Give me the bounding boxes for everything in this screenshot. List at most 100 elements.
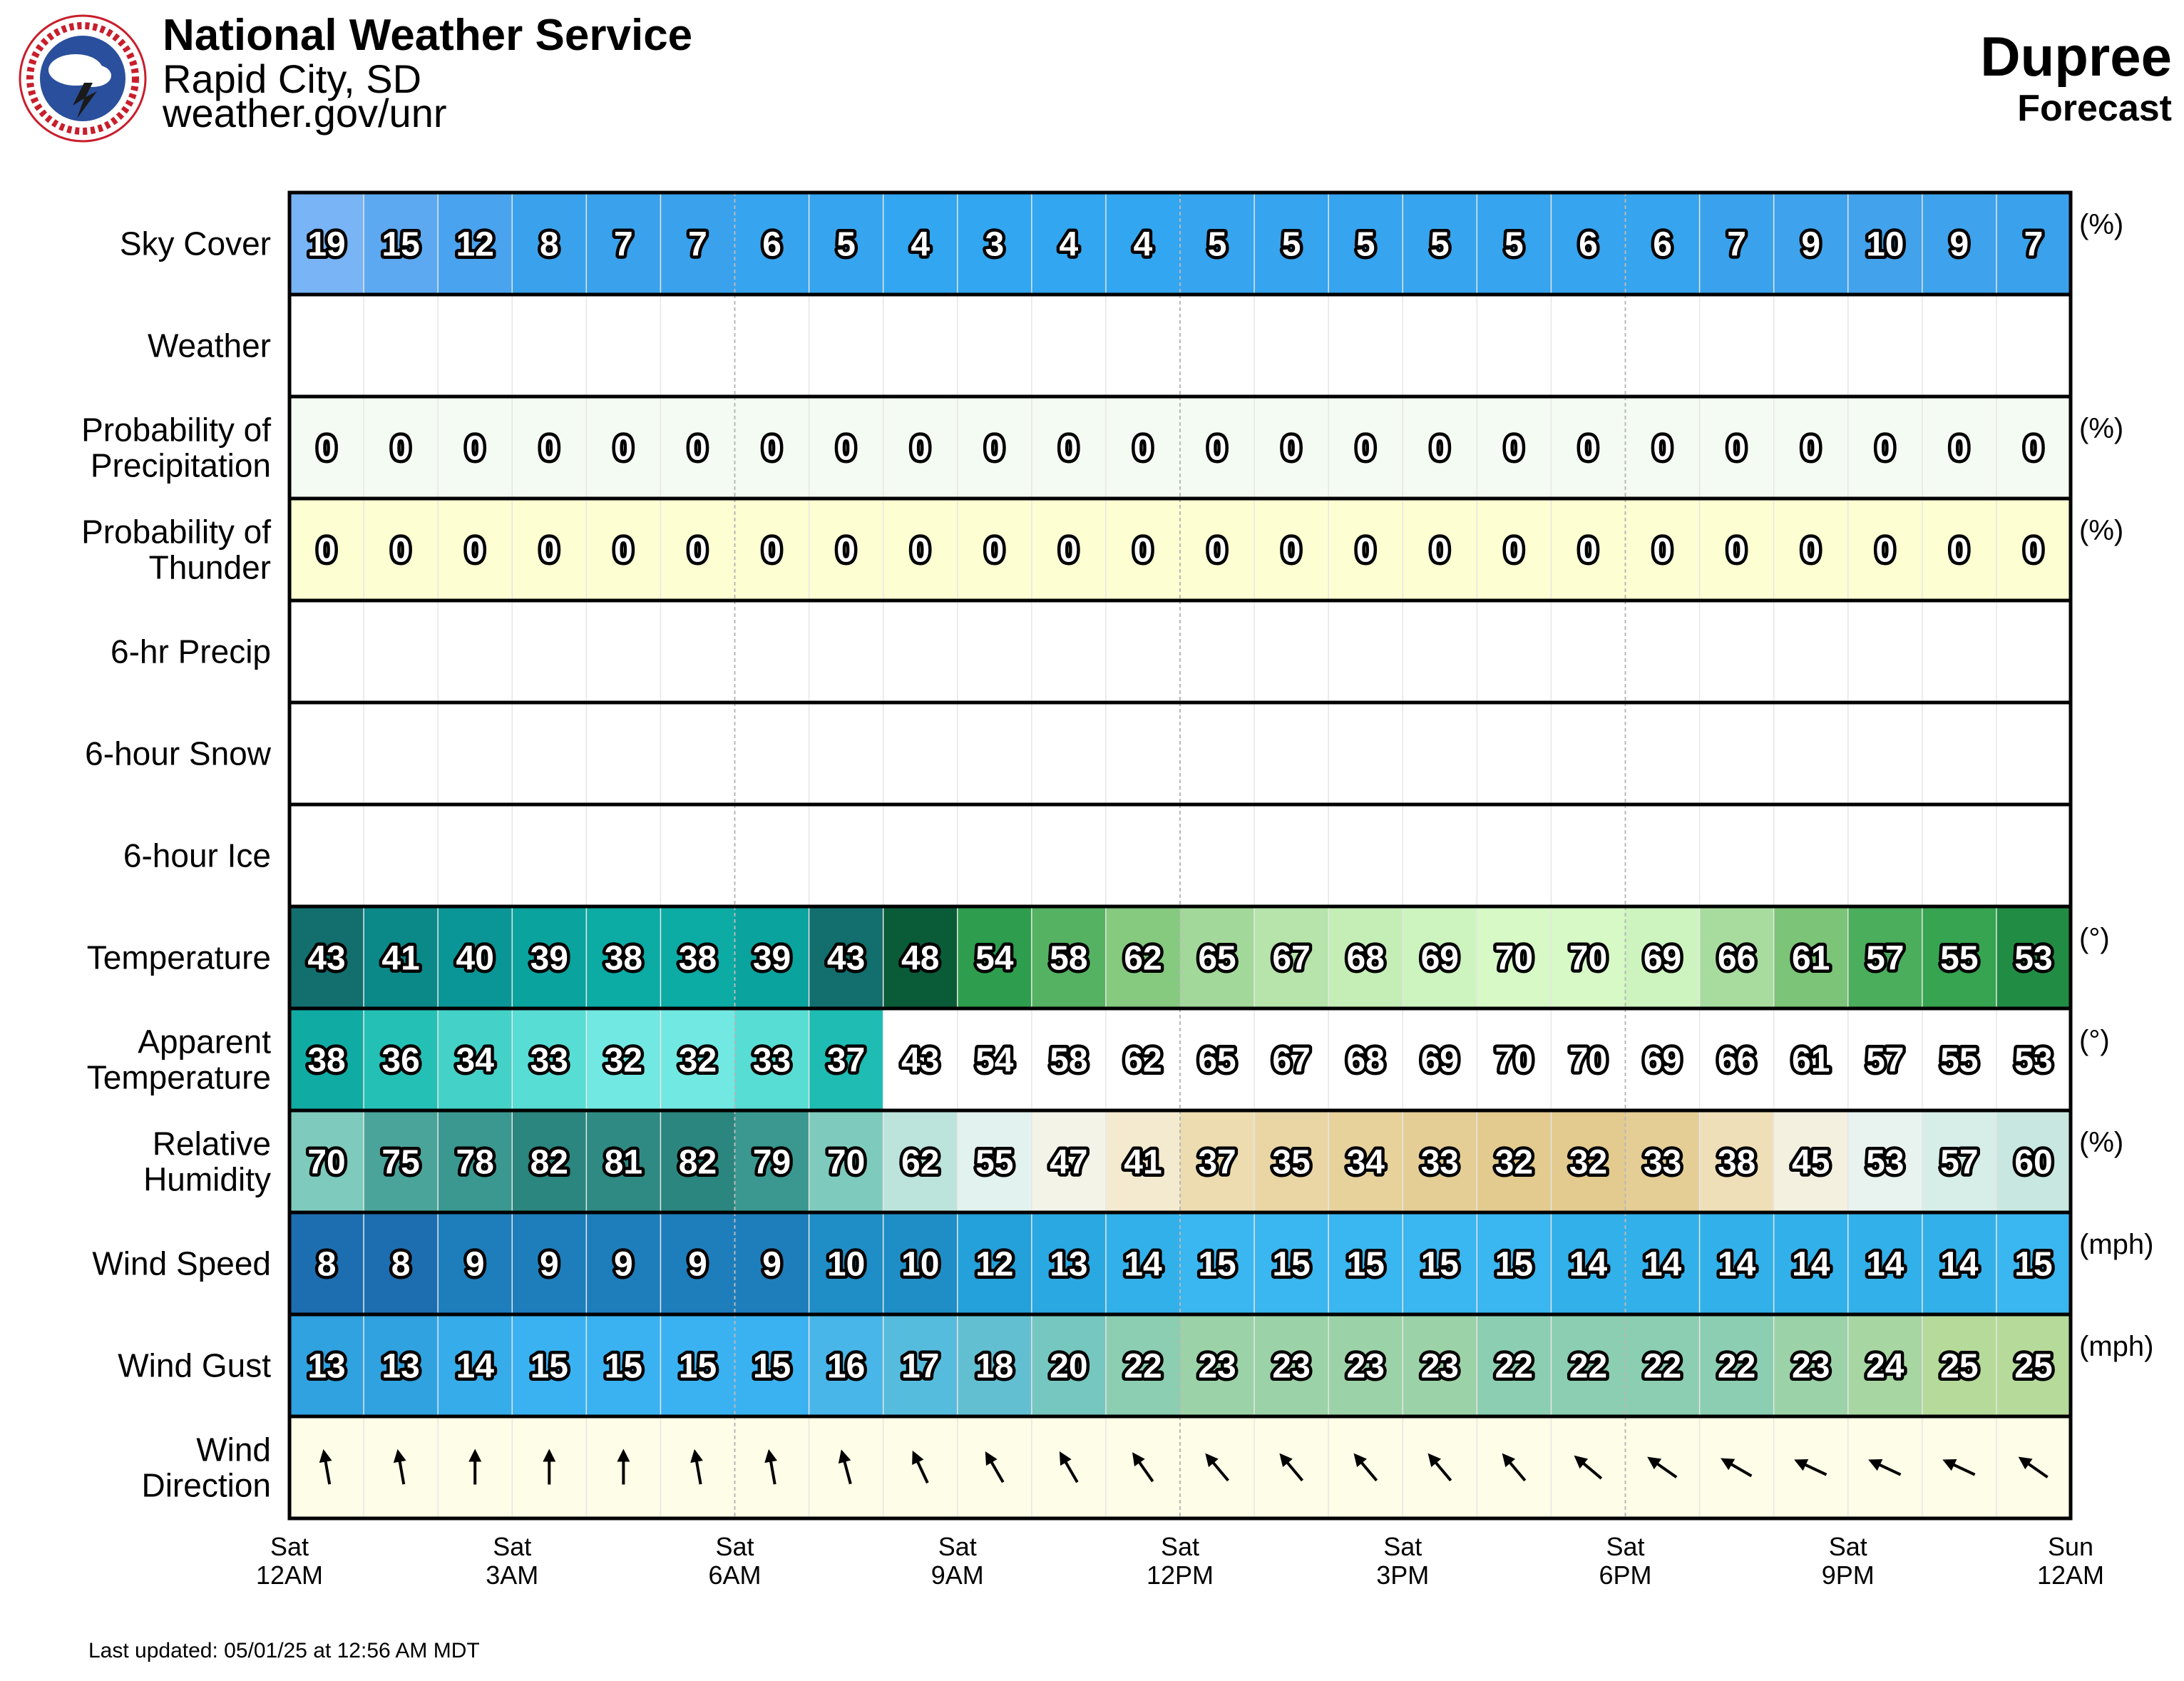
cell-weather xyxy=(586,295,662,397)
value-sky: 6 xyxy=(1653,226,1672,264)
cell-rh xyxy=(586,1110,662,1212)
cell-weather xyxy=(364,295,439,397)
value-apparent: 61 xyxy=(1792,1042,1830,1080)
unit-pop: (%) xyxy=(2079,413,2123,444)
cell-ice6 xyxy=(1773,804,1849,906)
cell-rh xyxy=(957,1110,1032,1212)
x-tick-day: Sat xyxy=(1383,1532,1422,1561)
value-apparent: 69 xyxy=(1421,1042,1459,1080)
cell-apparent xyxy=(1625,1008,1701,1110)
value-apparent: 54 xyxy=(975,1042,1014,1080)
wind-arrow xyxy=(2018,1456,2049,1478)
wind-arrow xyxy=(1647,1456,1678,1478)
cell-snow6 xyxy=(289,702,364,804)
cell-pop xyxy=(1477,397,1552,499)
cell-precip6 xyxy=(1328,601,1403,702)
wind-arrow xyxy=(1868,1458,1902,1476)
cell-pop xyxy=(1551,397,1626,499)
wind-arrow xyxy=(1574,1455,1603,1480)
value-apparent: 38 xyxy=(307,1042,345,1080)
wind-arrow xyxy=(838,1449,852,1485)
cell-pop xyxy=(1922,397,1997,499)
wind-arrow xyxy=(1942,1458,1976,1476)
cell-ice6 xyxy=(734,804,810,906)
cell-precip6 xyxy=(660,601,736,702)
cell-snow6 xyxy=(809,702,884,804)
x-tick-time: 9AM xyxy=(931,1560,984,1590)
wind-arrow-shaft xyxy=(1432,1458,1452,1482)
cell-snow6 xyxy=(1477,702,1552,804)
cell-apparent xyxy=(1699,1008,1775,1110)
cell-precip6 xyxy=(1180,601,1255,702)
value-wspd: 8 xyxy=(317,1246,337,1284)
wind-arrow xyxy=(1279,1453,1304,1482)
value-temp: 61 xyxy=(1792,940,1830,978)
cell-wspd xyxy=(1996,1212,2071,1314)
value-rh: 62 xyxy=(901,1144,939,1182)
wind-arrow-shaft xyxy=(1283,1458,1304,1482)
cell-pop xyxy=(289,397,364,499)
cell-sky xyxy=(883,193,958,295)
cell-apparent xyxy=(734,1008,810,1110)
cell-ice6 xyxy=(1180,804,1255,906)
cell-sky xyxy=(1773,193,1849,295)
cell-temp xyxy=(1996,906,2071,1008)
cell-pop xyxy=(734,397,810,499)
value-wspd: 9 xyxy=(540,1246,559,1284)
cell-wspd xyxy=(660,1212,736,1314)
wind-arrow-head xyxy=(319,1448,332,1463)
cell-snow6 xyxy=(1773,702,1849,804)
cell-wgust xyxy=(289,1314,364,1416)
cell-weather xyxy=(1477,295,1552,397)
value-pop: 0 xyxy=(540,430,559,468)
cell-precip6 xyxy=(1031,601,1107,702)
row-label-wspd: Wind Speed xyxy=(92,1245,271,1282)
cell-sky xyxy=(809,193,884,295)
value-wspd: 14 xyxy=(1866,1246,1904,1284)
cell-temp xyxy=(809,906,884,1008)
value-rh: 38 xyxy=(1718,1144,1755,1182)
cell-temp xyxy=(1773,906,1849,1008)
cell-snow6 xyxy=(1328,702,1403,804)
value-thunder: 0 xyxy=(1579,532,1598,570)
cell-pop xyxy=(1773,397,1849,499)
value-sky: 7 xyxy=(688,226,707,264)
cell-pop xyxy=(1031,397,1107,499)
cell-sky xyxy=(660,193,736,295)
value-wgust: 17 xyxy=(901,1348,939,1386)
value-pop: 0 xyxy=(1727,430,1746,468)
value-thunder: 0 xyxy=(1060,532,1079,570)
value-rh: 78 xyxy=(456,1144,494,1182)
value-sky: 4 xyxy=(1060,226,1079,264)
value-temp: 40 xyxy=(456,940,494,978)
cell-wgust xyxy=(586,1314,662,1416)
cell-ice6 xyxy=(1328,804,1403,906)
cell-pop xyxy=(512,397,587,499)
cell-apparent xyxy=(809,1008,884,1110)
value-rh: 53 xyxy=(1866,1144,1904,1182)
cell-temp xyxy=(1031,906,1107,1008)
wind-arrow-head xyxy=(1721,1458,1736,1471)
value-temp: 68 xyxy=(1347,940,1385,978)
x-tick-day: Sat xyxy=(1606,1532,1644,1561)
cell-sky xyxy=(1996,193,2071,295)
value-apparent: 32 xyxy=(605,1042,642,1080)
row-label-sky: Sky Cover xyxy=(120,225,271,262)
wind-arrow xyxy=(1132,1452,1154,1483)
cell-thunder xyxy=(438,499,513,601)
row-label-rh: Relative xyxy=(153,1125,271,1163)
cell-sky xyxy=(1551,193,1626,295)
cell-wspd xyxy=(1551,1212,1626,1314)
cell-sky xyxy=(1180,193,1255,295)
x-tick-time: 9PM xyxy=(1822,1560,1875,1590)
cell-wspd xyxy=(883,1212,958,1314)
value-pop: 0 xyxy=(1801,430,1820,468)
row-label-snow6: 6-hour Snow xyxy=(85,735,272,772)
value-wgust: 14 xyxy=(456,1348,495,1386)
wind-arrow-shaft xyxy=(1136,1458,1154,1483)
wind-arrow xyxy=(1353,1453,1378,1482)
wind-arrow-shaft xyxy=(1062,1458,1079,1483)
value-wgust: 23 xyxy=(1272,1348,1310,1386)
value-apparent: 62 xyxy=(1124,1042,1162,1080)
cell-weather xyxy=(660,295,736,397)
